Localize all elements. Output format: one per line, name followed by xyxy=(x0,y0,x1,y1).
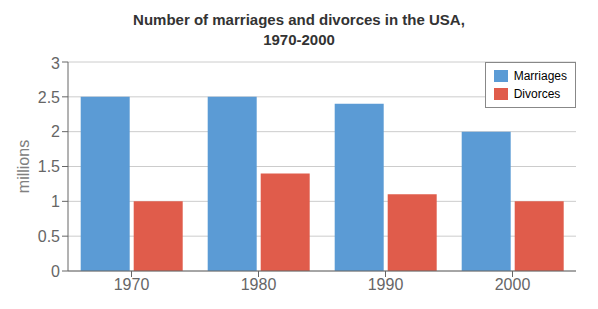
html-text:Number of marriages and divorc: Number of marriages and divorces in the … xyxy=(133,11,465,48)
svg-text:2: 2 xyxy=(51,123,60,140)
svg-text:millions: millions xyxy=(15,140,32,193)
svg-text:1: 1 xyxy=(51,193,60,210)
html-text:Divorces: Divorces xyxy=(513,87,561,101)
svg-text:1970: 1970 xyxy=(114,276,150,293)
svg-text:3: 3 xyxy=(51,55,60,72)
html-text:Marriages: Marriages xyxy=(513,69,567,83)
svg-text:1980: 1980 xyxy=(241,276,277,293)
svg-text:0: 0 xyxy=(51,263,60,280)
svg-text:1990: 1990 xyxy=(368,276,404,293)
svg-text:2.5: 2.5 xyxy=(38,89,60,106)
svg-text:0.5: 0.5 xyxy=(38,228,60,245)
svg-text:1.5: 1.5 xyxy=(38,158,60,175)
svg-text:2000: 2000 xyxy=(495,276,531,293)
